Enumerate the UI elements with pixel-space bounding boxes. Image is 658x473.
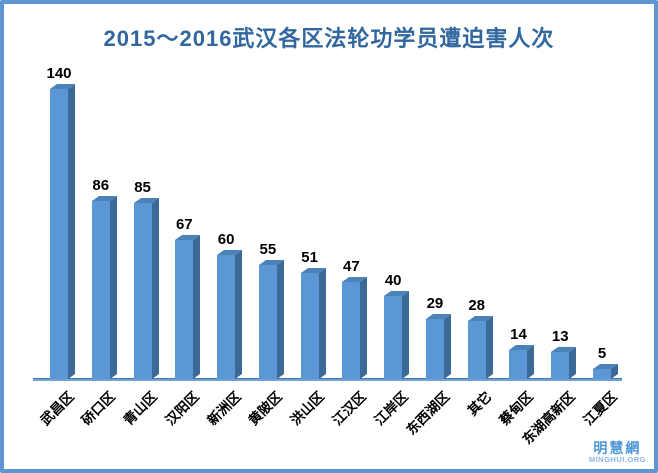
x-axis-label: 东西湖区 <box>403 388 453 438</box>
x-axis-label: 武昌区 <box>37 388 77 429</box>
bar-side-face <box>402 291 410 379</box>
chart-title: 2015～2016武汉各区法轮功学员遭迫害人次 <box>103 26 555 51</box>
bar-front-face <box>175 240 194 379</box>
bar <box>384 291 410 379</box>
x-axis-label: 江夏区 <box>580 388 620 429</box>
bar-value-label: 47 <box>343 258 360 275</box>
bar-value-label: 28 <box>468 297 486 314</box>
bar-front-face <box>425 319 444 379</box>
bar-value-label: 86 <box>92 177 110 194</box>
bar <box>175 235 201 379</box>
bar-front-face <box>217 255 236 379</box>
bar-side-face <box>485 316 493 379</box>
bar-value-label: 13 <box>551 328 569 345</box>
bar <box>91 196 117 379</box>
bar-side-face <box>109 196 117 379</box>
bar-front-face <box>91 201 110 379</box>
watermark-site-name: 明慧網 <box>593 440 642 457</box>
x-axis-line <box>33 378 622 381</box>
bar-side-face <box>68 84 75 379</box>
bar <box>593 364 619 379</box>
plot-area: 140 86 85 67 60 55 51 47 40 29 28 14 13 5 武昌区 硚口区 青山区 汉阳… <box>4 4 654 469</box>
bar-front-face <box>467 321 486 379</box>
bar-front-face <box>258 265 277 379</box>
bar <box>133 198 159 379</box>
bar-value-label: 51 <box>301 249 318 266</box>
bar <box>50 84 76 379</box>
bar-front-face <box>593 369 611 379</box>
bar-value-label: 14 <box>510 326 527 343</box>
x-axis-label: 江汉区 <box>329 388 369 429</box>
bar-side-face <box>360 277 368 379</box>
bar <box>217 250 243 379</box>
x-axis-label: 硚口区 <box>78 388 119 429</box>
bar-front-face <box>50 89 68 379</box>
watermark: 明慧網 MINGHUI.ORG <box>589 440 646 465</box>
bar-side-face <box>151 198 159 379</box>
bar-value-label: 5 <box>597 345 607 362</box>
bar-value-label: 85 <box>134 179 151 196</box>
bar-side-face <box>193 235 201 379</box>
bar <box>425 314 451 379</box>
bar-side-face <box>276 260 284 379</box>
bar-side-face <box>527 345 535 379</box>
x-axis-label: 洪山区 <box>287 388 328 429</box>
bar <box>300 268 326 379</box>
watermark-site-url: MINGHUI.ORG <box>588 455 646 465</box>
x-axis-label: 汉阳区 <box>162 388 202 429</box>
bar-front-face <box>509 350 528 379</box>
x-axis-label: 黄陂区 <box>246 388 286 429</box>
bar-side-face <box>569 347 577 379</box>
bar-side-face <box>235 250 243 379</box>
x-axis-label: 其它 <box>464 388 495 419</box>
bar-value-label: 67 <box>175 216 193 233</box>
bar-value-label: 140 <box>46 65 72 82</box>
bar-front-face <box>133 203 152 379</box>
bar <box>258 260 284 379</box>
bar-front-face <box>300 273 319 379</box>
x-axis-label: 新洲区 <box>204 388 244 429</box>
bar-side-face <box>443 314 451 379</box>
bar <box>342 277 368 379</box>
x-axis-label: 青山区 <box>120 388 160 429</box>
bar-value-label: 40 <box>384 272 402 289</box>
bar <box>551 347 577 379</box>
bar-value-label: 55 <box>259 241 277 258</box>
bar <box>467 316 493 379</box>
bar-side-face <box>318 268 326 379</box>
bar-front-face <box>384 296 403 379</box>
bar <box>509 345 535 379</box>
bar-value-label: 60 <box>217 231 235 248</box>
bar-front-face <box>551 352 570 379</box>
bar-front-face <box>342 282 361 379</box>
bar-value-label: 29 <box>426 295 444 312</box>
